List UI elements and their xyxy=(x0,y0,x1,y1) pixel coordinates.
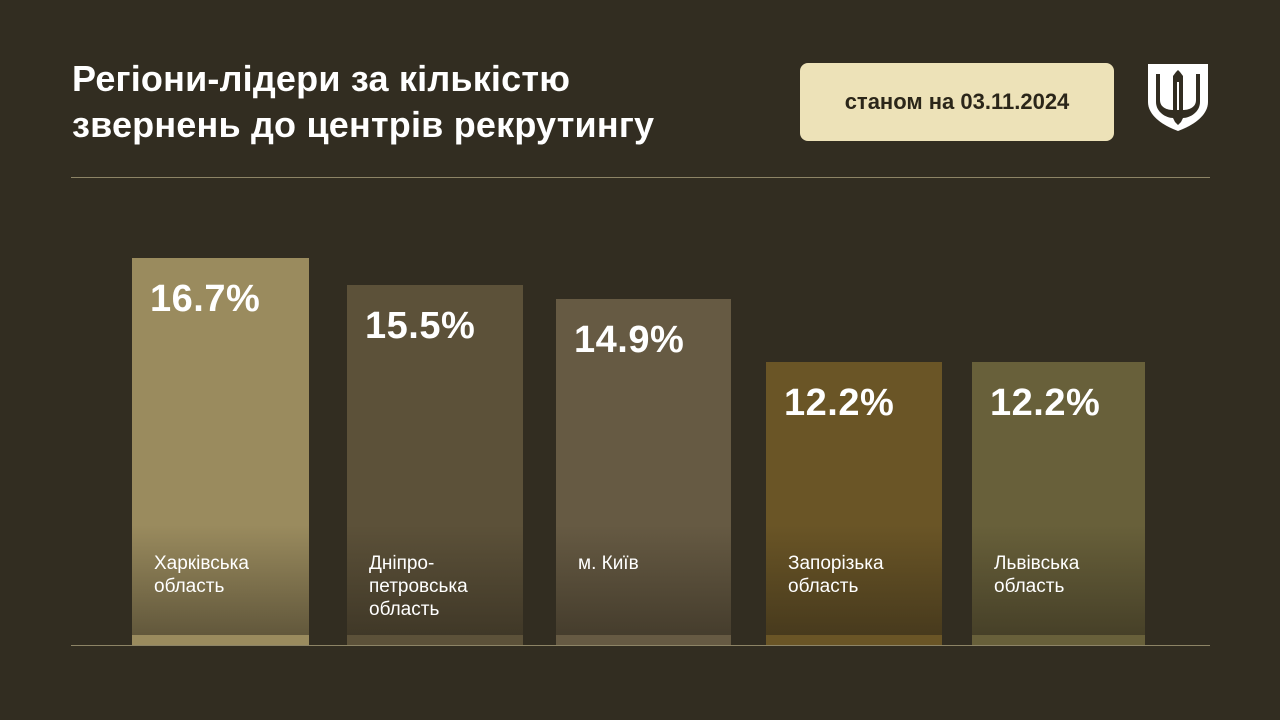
bar-category-label: м. Київ xyxy=(578,553,639,574)
bar-category-label: Львівська область xyxy=(994,553,1080,597)
page-title: Регіони-лідери за кількістю звернень до … xyxy=(72,56,772,148)
header-divider xyxy=(71,177,1210,178)
bar-2: 15.5% Дніпро- петровська область xyxy=(347,285,523,645)
bar-value-label: 14.9% xyxy=(574,319,685,361)
bar-category-label: Харківська область xyxy=(154,553,249,597)
bar-1: 16.7% Харківська область xyxy=(132,258,309,645)
trident-shield-icon xyxy=(1148,64,1208,131)
bar-shade xyxy=(347,525,523,635)
bar-category-label: Дніпро- петровська область xyxy=(369,553,468,620)
bar-base-strip xyxy=(132,635,309,645)
bar-5: 12.2% Львівська область xyxy=(972,362,1145,645)
bar-base-strip xyxy=(556,635,731,645)
bar-base-strip xyxy=(766,635,942,645)
bar-category-label: Запорізька область xyxy=(788,553,884,597)
bar-value-label: 15.5% xyxy=(365,305,476,347)
date-badge: станом на 03.11.2024 xyxy=(800,63,1114,141)
chart-baseline xyxy=(71,645,1210,646)
bar-value-label: 16.7% xyxy=(150,278,261,320)
bar-shade xyxy=(972,525,1145,635)
bar-shade xyxy=(556,525,731,635)
bar-value-label: 12.2% xyxy=(990,382,1101,424)
page-title-line-1: Регіони-лідери за кількістю xyxy=(72,58,571,99)
bar-4: 12.2% Запорізька область xyxy=(766,362,942,645)
page-title-line-2: звернень до центрів рекрутингу xyxy=(72,104,655,145)
bar-value-label: 12.2% xyxy=(784,382,895,424)
bar-shade xyxy=(766,525,942,635)
bar-3: 14.9% м. Київ xyxy=(556,299,731,645)
bar-base-strip xyxy=(972,635,1145,645)
bar-shade xyxy=(132,525,309,635)
bar-base-strip xyxy=(347,635,523,645)
